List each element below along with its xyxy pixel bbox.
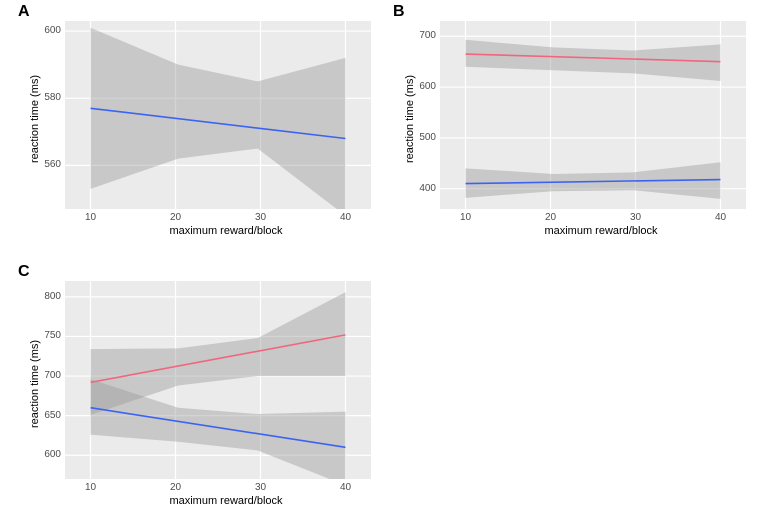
xtick-label: 20: [536, 212, 566, 223]
panel-a-xlabel: maximum reward/block: [156, 225, 296, 237]
panel-a-ylabel: reaction time (ms): [29, 75, 41, 163]
panel-b: B reaction time (ms) maximum reward/bloc…: [390, 3, 750, 253]
panel-c: C reaction time (ms) maximum reward/bloc…: [15, 263, 375, 523]
ytick-label: 600: [408, 81, 436, 92]
xtick-label: 20: [161, 482, 191, 493]
xtick-label: 30: [246, 212, 276, 223]
ytick-label: 700: [408, 30, 436, 41]
ytick-label: 600: [33, 449, 61, 460]
ytick-label: 650: [33, 410, 61, 421]
ytick-label: 600: [33, 25, 61, 36]
xtick-label: 40: [706, 212, 736, 223]
xtick-label: 10: [76, 482, 106, 493]
xtick-label: 20: [161, 212, 191, 223]
xtick-label: 10: [451, 212, 481, 223]
ytick-label: 560: [33, 159, 61, 170]
xtick-label: 30: [621, 212, 651, 223]
xtick-label: 30: [246, 482, 276, 493]
panel-a-label: A: [18, 3, 30, 21]
panel-c-plot: [65, 281, 371, 479]
ytick-label: 500: [408, 132, 436, 143]
ytick-label: 750: [33, 330, 61, 341]
panel-b-label: B: [393, 3, 405, 21]
panel-a: A reaction time (ms) maximum reward/bloc…: [15, 3, 375, 253]
panel-b-xlabel: maximum reward/block: [531, 225, 671, 237]
xtick-label: 40: [331, 482, 361, 493]
panel-c-xlabel: maximum reward/block: [156, 495, 296, 507]
xtick-label: 10: [76, 212, 106, 223]
xtick-label: 40: [331, 212, 361, 223]
ytick-label: 800: [33, 291, 61, 302]
panel-c-label: C: [18, 263, 30, 281]
ytick-label: 400: [408, 183, 436, 194]
panel-b-plot: [440, 21, 746, 209]
ytick-label: 580: [33, 92, 61, 103]
figure: A reaction time (ms) maximum reward/bloc…: [0, 0, 760, 531]
panel-a-plot: [65, 21, 371, 209]
ytick-label: 700: [33, 370, 61, 381]
